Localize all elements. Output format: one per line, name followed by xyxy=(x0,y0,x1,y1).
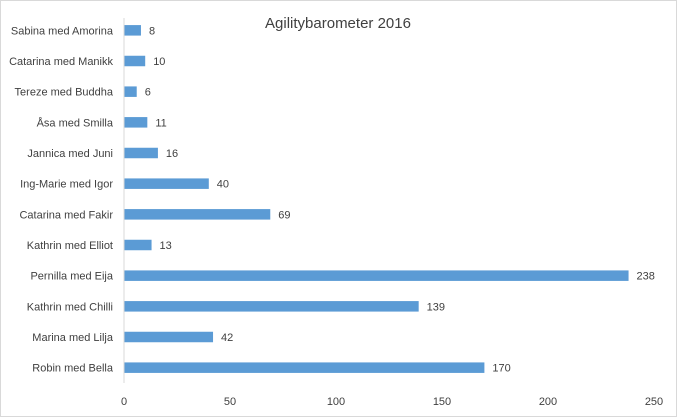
category-label: Sabina med Amorina xyxy=(11,25,114,37)
data-label: 139 xyxy=(427,301,445,313)
bars-group xyxy=(124,25,629,373)
data-label: 11 xyxy=(155,117,166,129)
data-label: 238 xyxy=(637,271,655,283)
category-label: Kathrin med Elliot xyxy=(27,240,113,252)
data-label: 16 xyxy=(166,148,178,160)
x-tick-label: 250 xyxy=(645,396,663,408)
category-label: Tereze med Buddha xyxy=(15,87,114,99)
category-label: Pernilla med Eija xyxy=(30,271,113,283)
data-label: 10 xyxy=(153,56,165,68)
data-label: 8 xyxy=(149,25,155,37)
bar xyxy=(124,55,146,67)
category-labels: Sabina med Amorina Catarina med Manikk Ter… xyxy=(9,25,114,374)
bar xyxy=(124,301,419,312)
data-label: 6 xyxy=(145,87,151,99)
x-tick-label: 150 xyxy=(433,396,451,408)
x-tick-label: 0 xyxy=(121,396,127,408)
bar xyxy=(124,331,214,343)
data-label: 40 xyxy=(217,179,229,191)
data-label: 69 xyxy=(278,209,290,221)
category-label: Åsa med Smilla xyxy=(37,116,114,129)
x-tick-labels: 0 50 100 150 200 250 xyxy=(121,396,663,408)
bar xyxy=(124,117,148,128)
category-label: Catarina med Fakir xyxy=(19,209,113,221)
data-label: 13 xyxy=(160,240,172,252)
bar xyxy=(124,362,485,373)
x-tick-label: 50 xyxy=(224,396,236,408)
category-label: Robin med Bella xyxy=(32,363,114,375)
category-label: Kathrin med Chilli xyxy=(27,301,113,313)
bar xyxy=(124,239,152,251)
x-tick-label: 200 xyxy=(539,396,557,408)
bar xyxy=(124,147,158,159)
bar xyxy=(124,209,271,220)
data-label: 42 xyxy=(221,332,233,344)
category-label: Catarina med Manikk xyxy=(9,56,113,68)
bar xyxy=(124,270,629,281)
category-label: Ing-Marie med Igor xyxy=(20,179,113,191)
bar xyxy=(124,178,209,189)
chart-title: Agilitybarometer 2016 xyxy=(265,15,411,32)
data-labels: 8 10 6 11 16 40 69 13 238 139 42 170 xyxy=(145,25,655,374)
bar xyxy=(124,86,137,97)
bar xyxy=(124,25,141,36)
category-label: Jannica med Juni xyxy=(27,148,113,160)
x-tick-label: 100 xyxy=(327,396,345,408)
category-label: Marina med Lilja xyxy=(32,332,114,344)
data-label: 170 xyxy=(492,363,510,375)
